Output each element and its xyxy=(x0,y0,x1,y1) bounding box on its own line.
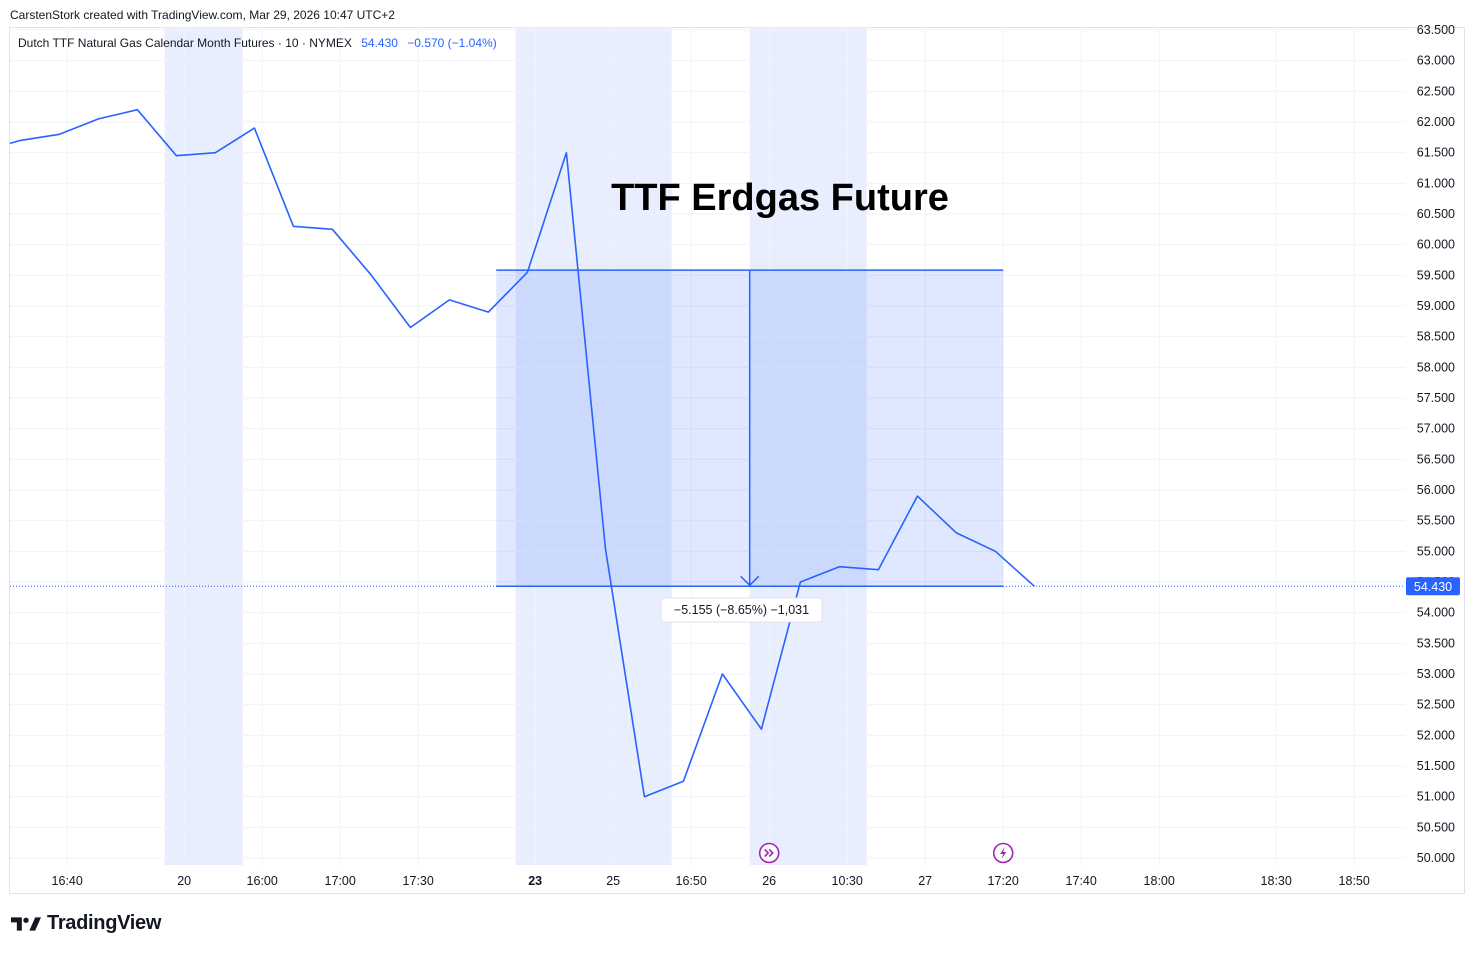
x-tick-label: 16:50 xyxy=(676,874,707,888)
y-tick-label: 50.500 xyxy=(1417,820,1455,834)
measure-label-box xyxy=(660,597,823,623)
y-tick-label: 53.500 xyxy=(1417,636,1455,650)
x-tick-label: 20 xyxy=(177,874,191,888)
y-tick-label: 61.500 xyxy=(1417,146,1455,160)
y-tick-label: 60.000 xyxy=(1417,238,1455,252)
x-tick-label: 25 xyxy=(606,874,620,888)
symbol-legend[interactable]: Dutch TTF Natural Gas Calendar Month Fut… xyxy=(18,36,497,50)
x-tick-label: 17:20 xyxy=(988,874,1019,888)
y-tick-label: 52.500 xyxy=(1417,698,1455,712)
lightning-event-icon-glyph xyxy=(1000,847,1007,859)
y-tick-label: 62.500 xyxy=(1417,84,1455,98)
y-tick-label: 58.000 xyxy=(1417,360,1455,374)
tradingview-logo-text: TradingView xyxy=(47,912,162,934)
y-tick-label: 59.000 xyxy=(1417,299,1455,313)
y-tick-label: 50.000 xyxy=(1417,851,1455,865)
y-tick-label: 62.000 xyxy=(1417,115,1455,129)
attribution-text: CarstenStork created with TradingView.co… xyxy=(10,8,395,22)
y-tick-label: 61.000 xyxy=(1417,176,1455,190)
price-line xyxy=(9,108,1035,798)
symbol-name: Dutch TTF Natural Gas Calendar Month Fut… xyxy=(18,36,352,50)
y-tick-label: 59.500 xyxy=(1417,268,1455,282)
x-tick-label: 17:30 xyxy=(403,874,434,888)
x-tick-label: 17:40 xyxy=(1066,874,1097,888)
lightning-event-icon[interactable] xyxy=(992,842,1014,864)
y-tick-label: 53.000 xyxy=(1417,667,1455,681)
y-tick-label: 55.000 xyxy=(1417,544,1455,558)
tradingview-logo-icon xyxy=(11,916,41,931)
x-tick-label: 18:00 xyxy=(1144,874,1175,888)
x-tick-label: 18:50 xyxy=(1339,874,1370,888)
y-tick-label: 51.500 xyxy=(1417,759,1455,773)
x-tick-label: 16:00 xyxy=(247,874,278,888)
x-tick-label: 26 xyxy=(762,874,776,888)
y-tick-label: 63.000 xyxy=(1417,54,1455,68)
x-tick-label: 17:00 xyxy=(325,874,356,888)
x-tick-label: 23 xyxy=(528,874,542,888)
x-tick-label: 16:40 xyxy=(52,874,83,888)
y-tick-label: 58.500 xyxy=(1417,330,1455,344)
x-tick-label: 27 xyxy=(918,874,932,888)
y-tick-label: 56.500 xyxy=(1417,452,1455,466)
tradingview-logo[interactable]: TradingView xyxy=(11,912,161,935)
measure-arrow-head xyxy=(740,575,760,587)
x-tick-label: 10:30 xyxy=(832,874,863,888)
y-tick-label: 57.500 xyxy=(1417,391,1455,405)
last-value-tag-label: 54.430 xyxy=(1414,580,1452,594)
chart-frame[interactable] xyxy=(9,27,1465,894)
session-shade-1 xyxy=(515,27,672,865)
x-tick-label: 18:30 xyxy=(1261,874,1292,888)
chart-title: TTF Erdgas Future xyxy=(611,177,949,219)
price-change: −0.570 (−1.04%) xyxy=(407,36,497,50)
fast-forward-event-icon-glyph xyxy=(764,848,774,858)
y-tick-label: 60.500 xyxy=(1417,207,1455,221)
last-price: 54.430 xyxy=(361,36,398,50)
session-shade-0 xyxy=(164,27,243,865)
y-tick-label: 63.500 xyxy=(1417,23,1455,37)
fast-forward-event-icon[interactable] xyxy=(758,842,780,864)
y-tick-label: 55.500 xyxy=(1417,514,1455,528)
y-tick-label: 52.000 xyxy=(1417,728,1455,742)
measure-label: −5.155 (−8.65%) −1,031 xyxy=(674,603,809,617)
y-tick-label: 57.000 xyxy=(1417,422,1455,436)
y-tick-label: 56.000 xyxy=(1417,483,1455,497)
last-value-tag xyxy=(1406,577,1460,596)
y-tick-label: 51.000 xyxy=(1417,790,1455,804)
y-tick-label: 54.000 xyxy=(1417,606,1455,620)
